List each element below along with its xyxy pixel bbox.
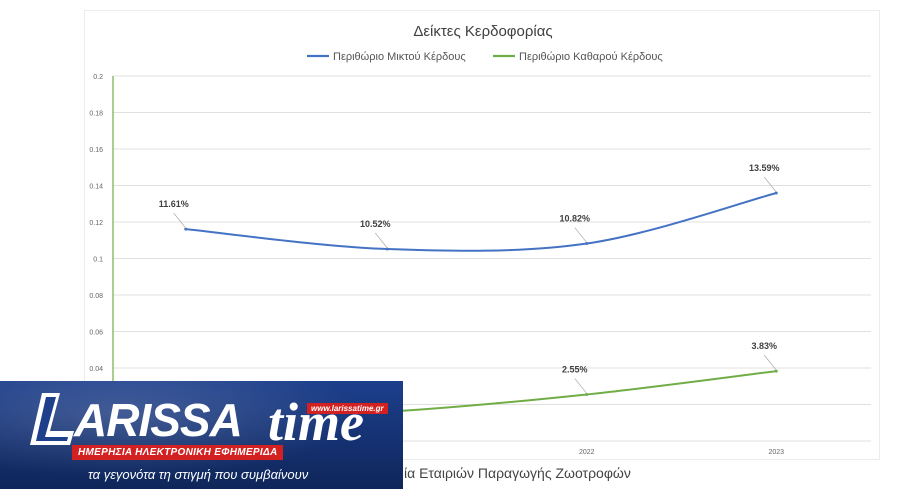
data-label: 2.55%	[562, 364, 588, 374]
data-label: 13.59%	[749, 163, 780, 173]
data-point	[585, 392, 589, 396]
y-tick-label: 0.14	[89, 184, 103, 191]
x-tick-label: 2023	[768, 449, 784, 456]
data-point	[774, 191, 778, 195]
x-tick-label: 2022	[579, 449, 595, 456]
data-label-leader	[574, 378, 588, 394]
data-label: 3.83%	[751, 341, 777, 351]
chart-title: Δείκτες Κερδοφορίας	[413, 23, 552, 40]
chart-caption: ία Εταιριών Παραγωγής Ζωοτροφών	[404, 465, 631, 481]
data-label-leader	[763, 176, 777, 193]
y-tick-label: 0.12	[89, 220, 103, 227]
legend-label-2: Περιθώριο Καθαρού Κέρδους	[519, 51, 663, 63]
logo-subtitle: ΗΜΕΡΗΣΙΑ ΗΛΕΚΤΡΟΝΙΚΗ ΕΦΗΜΕΡΙΔΑ	[72, 445, 284, 460]
data-label-leader	[574, 227, 588, 243]
data-point	[184, 227, 188, 231]
data-label-leader	[173, 212, 187, 229]
larissatime-banner: ARISSA time www.larissatime.gr ΗΜΕΡΗΣΙΑ …	[0, 381, 403, 489]
y-tick-label: 0.2	[93, 74, 103, 81]
series-line-1	[185, 192, 777, 252]
data-point	[385, 247, 389, 251]
logo-arissa-text: ARISSA	[74, 394, 243, 446]
y-tick-label: 0.04	[89, 366, 103, 373]
y-tick-label: 0.16	[89, 147, 103, 154]
data-point	[585, 242, 589, 246]
y-tick-label: 0.1	[93, 257, 103, 264]
data-label-leader	[374, 232, 388, 249]
y-tick-label: 0.06	[89, 330, 103, 337]
logo-tagline: τα γεγονότα τη στιγμή που συμβαίνουν	[88, 467, 309, 482]
data-label: 11.61%	[159, 199, 189, 209]
data-label: 10.82%	[559, 214, 590, 224]
legend-label-1: Περιθώριο Μικτού Κέρδους	[333, 51, 466, 63]
data-point	[774, 369, 778, 373]
y-tick-label: 0.08	[89, 293, 103, 300]
logo-url: www.larissatime.gr	[307, 403, 388, 414]
data-label: 10.52%	[360, 219, 391, 229]
data-label-leader	[763, 354, 777, 371]
y-tick-label: 0.18	[89, 111, 103, 118]
logo-l-mark	[30, 393, 74, 445]
